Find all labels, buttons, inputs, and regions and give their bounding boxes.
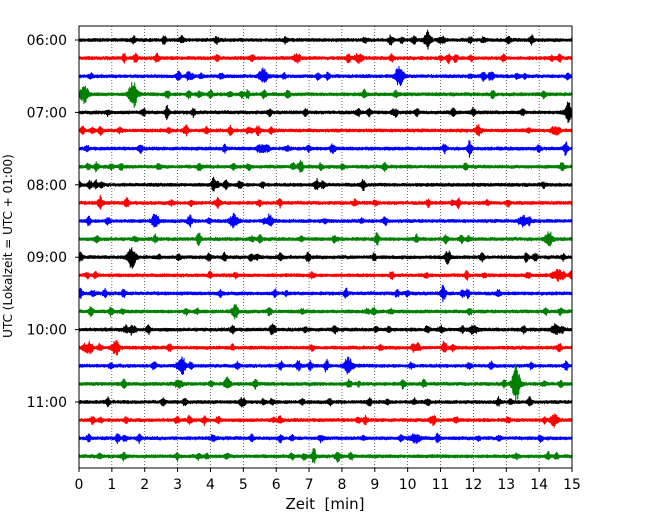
plot-frame [78, 25, 573, 469]
x-tick-label: 6 [272, 477, 281, 493]
x-tick-label: 3 [173, 477, 182, 493]
x-axis-ticks: 0 1 2 3 4 5 6 7 8 9 10 11 12 13 14 15 [75, 468, 581, 493]
x-tick-label: 7 [305, 477, 314, 493]
seismogram-trace [78, 284, 573, 303]
x-tick-label: 9 [370, 477, 379, 493]
x-tick-label: 0 [75, 477, 84, 493]
seismogram-trace [78, 231, 573, 247]
x-tick-label: 2 [140, 477, 149, 493]
seismogram-trace [78, 65, 573, 87]
seismogram-trace [78, 194, 573, 210]
seismogram-trace [78, 356, 573, 375]
seismogram-trace [78, 81, 573, 109]
y-tick-label: 09:00 [27, 250, 67, 266]
seismogram-trace [78, 52, 573, 65]
x-tick-label: 4 [206, 477, 215, 493]
seismogram-trace [78, 323, 573, 336]
seismogram-trace [78, 304, 573, 320]
x-tick-label: 1 [107, 477, 116, 493]
seismogram-trace [78, 212, 573, 229]
seismogram-trace [78, 432, 573, 445]
seismogram-traces [78, 29, 573, 464]
y-tick-label: 10:00 [27, 323, 67, 339]
y-tick-label: 11:00 [27, 395, 67, 411]
x-tick-label: 12 [464, 477, 482, 493]
seismogram-trace [78, 101, 573, 124]
x-tick-label: 10 [399, 477, 417, 493]
x-tick-label: 11 [432, 477, 450, 493]
seismogram-trace [78, 363, 573, 404]
seismogram-trace [78, 395, 573, 408]
y-tick-label: 07:00 [27, 105, 67, 121]
x-axis-label: Zeit [min] [285, 495, 364, 513]
x-tick-label: 8 [337, 477, 346, 493]
seismogram-trace [78, 29, 573, 50]
y-tick-label: 08:00 [27, 178, 67, 194]
seismogram-trace [78, 159, 573, 173]
x-tick-label: 13 [497, 477, 515, 493]
seismogram-trace [78, 340, 573, 356]
seismogram-trace [78, 247, 573, 269]
seismogram-trace [78, 447, 573, 464]
y-tick-label: 06:00 [27, 33, 67, 49]
x-tick-label: 5 [239, 477, 248, 493]
y-axis-ticks: 06:00 07:00 08:00 09:00 10:00 11:00 [27, 33, 79, 411]
y-axis-label: UTC (Lokalzeit = UTC + 01:00) [1, 154, 15, 338]
seismogram-trace [78, 176, 573, 192]
x-tick-label: 14 [530, 477, 548, 493]
seismogram-trace [78, 123, 573, 137]
seismogram-trace [78, 413, 573, 428]
seismogram-trace [78, 268, 573, 283]
x-tick-label: 15 [563, 477, 581, 493]
seismogram-trace [78, 139, 573, 158]
